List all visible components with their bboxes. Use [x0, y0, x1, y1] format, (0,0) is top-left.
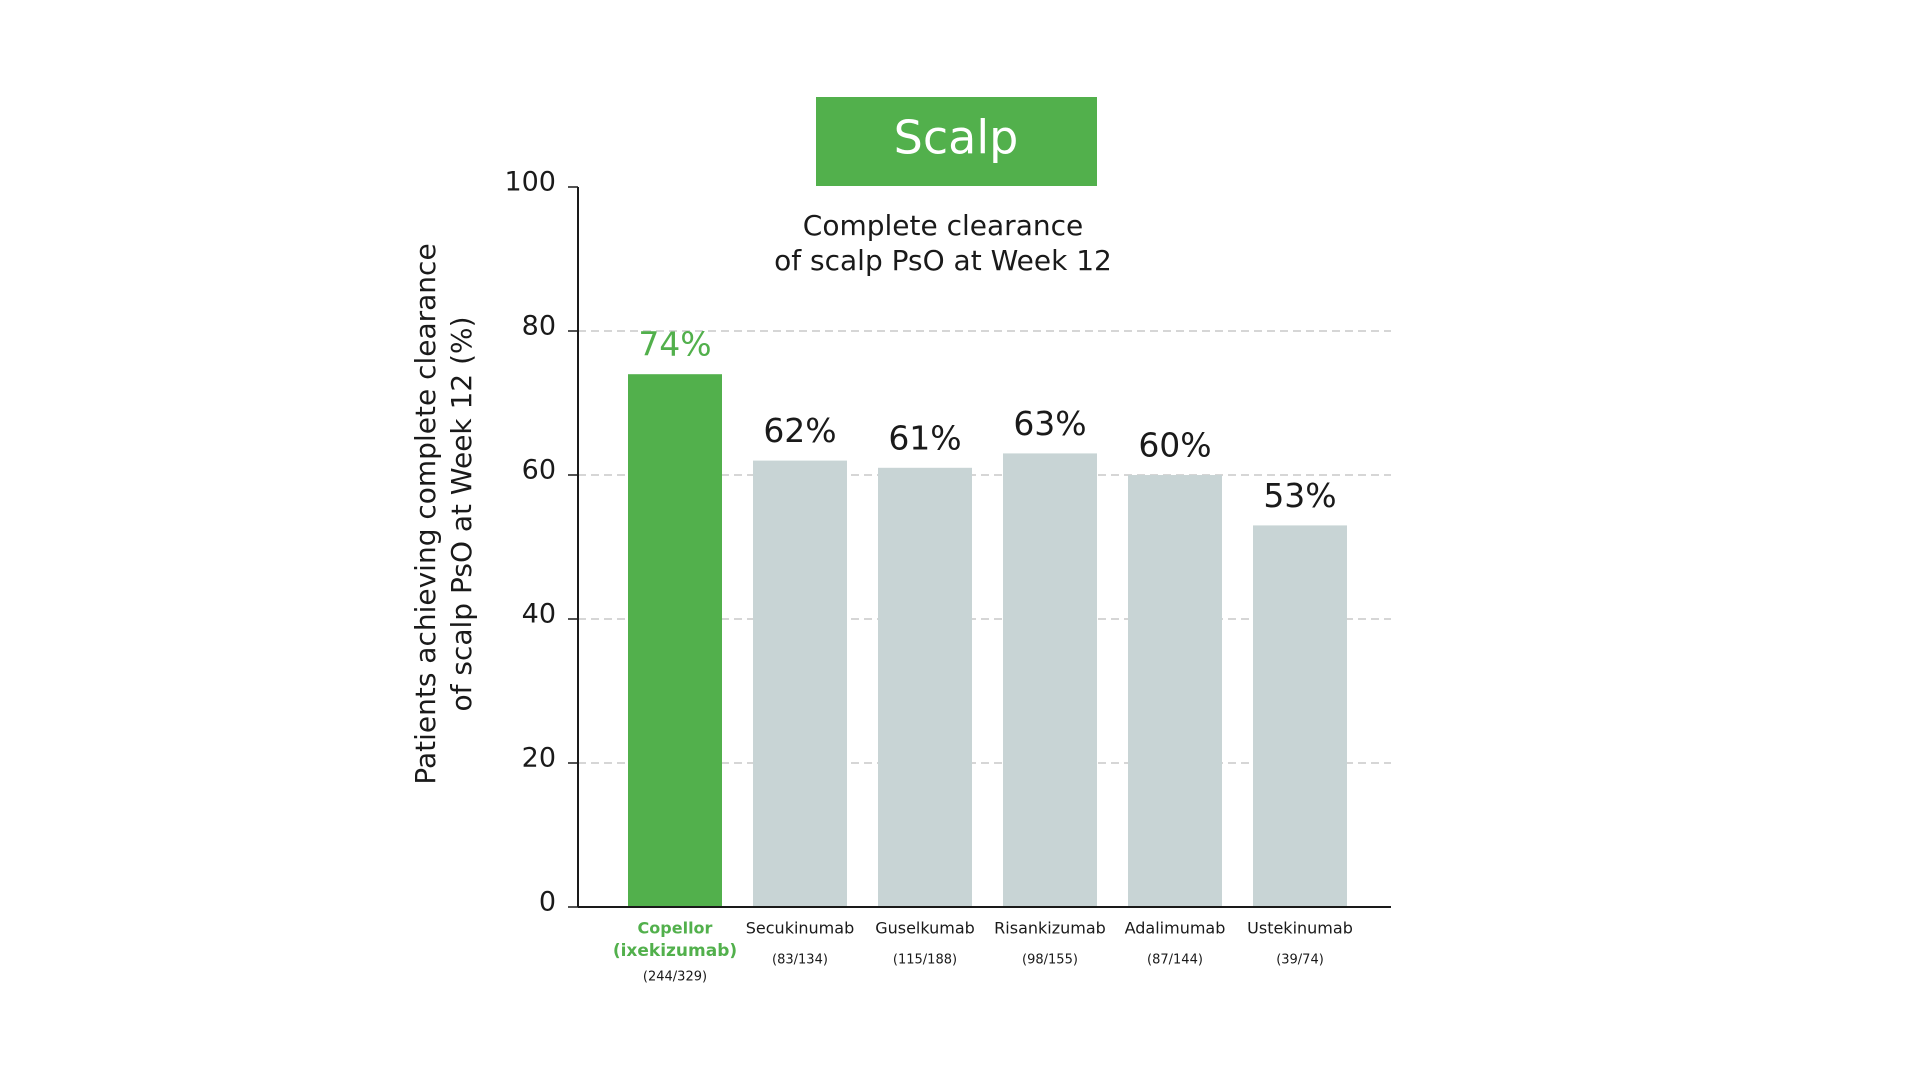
bar	[1128, 475, 1222, 907]
x-tick-label: Ustekinumab	[1247, 919, 1353, 938]
y-tick-label: 100	[504, 167, 556, 198]
y-tick-label: 80	[522, 311, 556, 342]
y-axis-label-line: of scalp PsO at Week 12 (%)	[445, 316, 478, 711]
y-tick-label: 0	[539, 887, 556, 918]
y-tick-label: 60	[522, 455, 556, 486]
value-label: 53%	[1263, 476, 1336, 515]
bar	[753, 460, 847, 907]
sample-size: (98/155)	[1022, 953, 1078, 968]
bar	[1253, 525, 1347, 907]
sample-size: (87/144)	[1147, 953, 1203, 968]
chart-title: Scalp	[894, 111, 1019, 165]
x-tick-label: Guselkumab	[875, 919, 975, 938]
value-label: 61%	[888, 418, 961, 457]
sample-size: (39/74)	[1276, 953, 1324, 968]
value-label: 63%	[1013, 404, 1086, 443]
bar	[628, 374, 722, 907]
y-axis-label: Patients achieving complete clearance of…	[409, 243, 478, 784]
sample-size: (244/329)	[643, 970, 707, 985]
x-tick-sublabel: (ixekizumab)	[613, 941, 737, 961]
value-label: 60%	[1138, 426, 1211, 465]
sample-size: (115/188)	[893, 953, 957, 968]
sample-size: (83/134)	[772, 953, 828, 968]
value-label: 62%	[763, 411, 836, 450]
chart-subtitle: Complete clearance	[803, 209, 1083, 242]
x-tick-label: Secukinumab	[746, 919, 854, 938]
y-tick-label: 40	[522, 599, 556, 630]
y-tick-label: 20	[522, 743, 556, 774]
y-axis-label-line: Patients achieving complete clearance	[409, 243, 442, 784]
x-tick-label: Risankizumab	[994, 919, 1106, 938]
x-tick-label: Adalimumab	[1125, 919, 1226, 938]
bar	[878, 467, 972, 907]
chart-subtitle: of scalp PsO at Week 12	[774, 244, 1112, 277]
x-tick-label: Copellor	[638, 919, 713, 938]
value-label: 74%	[638, 325, 711, 364]
title-box	[816, 97, 1097, 186]
bar	[1003, 453, 1097, 907]
